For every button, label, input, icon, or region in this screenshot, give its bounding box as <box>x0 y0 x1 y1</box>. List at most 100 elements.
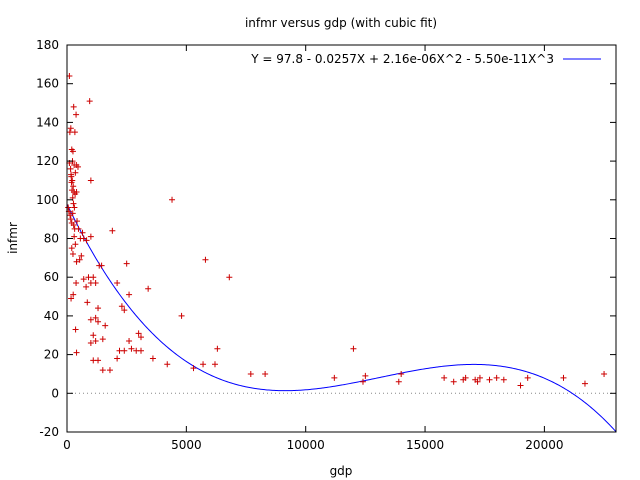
data-point <box>95 305 102 312</box>
data-point <box>70 103 77 110</box>
y-tick-label: 100 <box>36 193 59 207</box>
data-point <box>72 241 79 248</box>
data-point <box>462 374 469 381</box>
fit-curve <box>67 203 616 432</box>
x-tick-label: 5000 <box>171 438 202 452</box>
data-point <box>72 326 79 333</box>
data-point <box>73 111 80 118</box>
data-point <box>474 378 481 385</box>
data-point <box>135 330 142 337</box>
data-point <box>121 307 128 314</box>
data-point <box>73 349 80 356</box>
y-tick-label: -20 <box>39 425 59 439</box>
data-point <box>247 370 254 377</box>
data-point <box>68 179 75 186</box>
data-point <box>109 227 116 234</box>
data-point <box>73 189 80 196</box>
data-point <box>145 285 152 292</box>
data-point <box>102 322 109 329</box>
y-tick-label: 180 <box>36 38 59 52</box>
y-tick-label: 120 <box>36 154 59 168</box>
data-point <box>73 258 80 265</box>
data-point <box>86 98 93 105</box>
x-tick-label: 20000 <box>525 438 563 452</box>
x-tick-label: 0 <box>63 438 71 452</box>
data-point <box>92 314 99 321</box>
data-point <box>98 262 105 269</box>
data-point <box>92 338 99 345</box>
y-axis-label: infmr <box>6 222 20 254</box>
data-point <box>493 374 500 381</box>
data-point <box>476 374 483 381</box>
data-point <box>72 169 79 176</box>
chart-title: infmr versus gdp (with cubic fit) <box>245 16 437 30</box>
data-point <box>121 347 128 354</box>
data-point <box>395 378 402 385</box>
data-point <box>66 129 73 136</box>
y-tick-label: 60 <box>44 270 59 284</box>
data-point <box>486 376 493 383</box>
data-point <box>67 216 74 223</box>
data-point <box>190 365 197 372</box>
data-point <box>126 338 133 345</box>
data-point <box>92 280 99 287</box>
y-tick-label: 0 <box>51 386 59 400</box>
data-point <box>69 148 76 155</box>
plot-area <box>65 72 616 432</box>
data-point <box>450 378 457 385</box>
data-point <box>67 165 74 172</box>
data-point <box>68 245 75 252</box>
data-point <box>70 183 77 190</box>
data-point <box>87 233 94 240</box>
data-point <box>68 295 75 302</box>
data-point <box>214 345 221 352</box>
data-point <box>601 370 608 377</box>
data-point <box>65 204 72 211</box>
axes: 0 5000 10000 15000 20000 -20 0 20 40 60 80 100 120 14… <box>36 38 617 452</box>
data-point <box>169 196 176 203</box>
data-point <box>68 171 75 178</box>
legend-label: Y = 97.8 - 0.0257X + 2.16e-06X^2 - 5.50e… <box>250 52 554 66</box>
data-point <box>128 345 135 352</box>
data-point <box>80 276 87 283</box>
y-tick-label: 160 <box>36 77 59 91</box>
data-point <box>69 187 76 194</box>
data-point <box>500 376 507 383</box>
data-point <box>67 125 74 132</box>
data-point <box>524 374 531 381</box>
data-point <box>70 200 77 207</box>
data-point <box>74 218 81 225</box>
y-tick-label: 80 <box>44 232 59 246</box>
data-point <box>560 374 567 381</box>
data-point <box>350 345 357 352</box>
data-point <box>99 336 106 343</box>
data-point <box>118 303 125 310</box>
data-point <box>71 233 78 240</box>
data-point <box>149 355 156 362</box>
x-axis-label: gdp <box>330 464 353 478</box>
data-point <box>362 372 369 379</box>
data-point <box>75 225 82 232</box>
data-point <box>79 229 86 236</box>
data-point <box>114 280 121 287</box>
data-point <box>200 361 207 368</box>
data-point <box>331 374 338 381</box>
data-point <box>262 370 269 377</box>
data-point <box>71 204 78 211</box>
data-point <box>70 291 77 298</box>
data-point <box>78 252 85 259</box>
x-tick-label: 15000 <box>406 438 444 452</box>
data-point <box>441 374 448 381</box>
data-point <box>95 357 102 364</box>
y-tick-label: 140 <box>36 115 59 129</box>
data-point <box>90 274 97 281</box>
data-point <box>83 237 90 244</box>
data-point <box>87 339 94 346</box>
data-point <box>581 380 588 387</box>
data-point <box>76 256 83 263</box>
data-point <box>73 280 80 287</box>
data-point <box>164 361 171 368</box>
data-point <box>70 221 77 228</box>
